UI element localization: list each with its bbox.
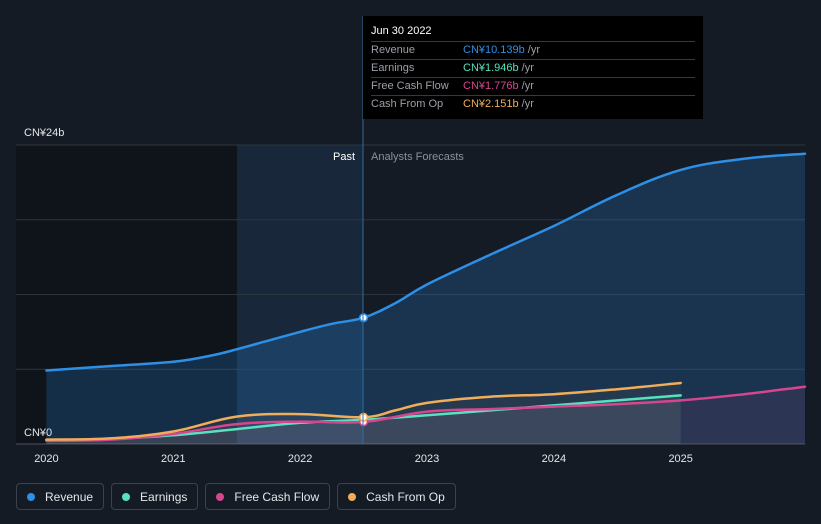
x-tick-label: 2022 bbox=[288, 453, 312, 465]
tooltip-value: CN¥10.139b bbox=[463, 44, 525, 56]
legend-label: Free Cash Flow bbox=[234, 489, 320, 504]
forecast-label: Analysts Forecasts bbox=[371, 151, 464, 163]
y-axis-bottom-label: CN¥0 bbox=[24, 427, 52, 439]
x-tick-label: 2021 bbox=[161, 453, 185, 465]
marker-cash-from-op bbox=[358, 412, 369, 422]
legend-label: Revenue bbox=[45, 489, 94, 504]
tooltip-row-free-cash-flow: Free Cash Flow CN¥1.776b /yr bbox=[371, 77, 695, 95]
tooltip-label: Cash From Op bbox=[371, 98, 444, 110]
series-area-revenue bbox=[46, 153, 805, 444]
tooltip-unit: /yr bbox=[521, 80, 534, 92]
marker-revenue bbox=[358, 313, 369, 323]
tooltip-unit: /yr bbox=[521, 98, 534, 110]
legend-dot-icon bbox=[216, 492, 225, 501]
hover-tooltip: Jun 30 2022 Revenue CN¥10.139b /yr Earni… bbox=[363, 16, 703, 119]
tooltip-unit: /yr bbox=[527, 44, 541, 56]
legend-item-cash-from-op[interactable]: Cash From Op bbox=[337, 483, 456, 510]
tooltip-label: Free Cash Flow bbox=[371, 80, 449, 92]
legend-label: Cash From Op bbox=[366, 489, 445, 504]
legend-dot-icon bbox=[348, 492, 357, 501]
tooltip-row-earnings: Earnings CN¥1.946b /yr bbox=[371, 59, 695, 77]
x-tick-label: 2024 bbox=[542, 453, 566, 465]
legend-dot-icon bbox=[122, 492, 131, 501]
legend-item-free-cash-flow[interactable]: Free Cash Flow bbox=[205, 483, 331, 510]
series-area-earnings bbox=[46, 395, 681, 444]
tooltip-label: Revenue bbox=[371, 44, 416, 56]
legend-label: Earnings bbox=[140, 489, 188, 504]
tooltip-unit: /yr bbox=[521, 62, 534, 74]
tooltip-value: CN¥1.776b bbox=[463, 80, 519, 92]
series-line-free-cash-flow bbox=[45, 385, 807, 443]
x-tick-label: 2025 bbox=[668, 453, 692, 465]
legend-item-earnings[interactable]: Earnings bbox=[111, 483, 199, 510]
tooltip-label: Earnings bbox=[371, 62, 415, 74]
x-tick-label: 2023 bbox=[415, 453, 439, 465]
legend-item-revenue[interactable]: Revenue bbox=[16, 483, 105, 510]
past-label: Past bbox=[333, 151, 355, 163]
financials-chart: Past Analysts Forecasts CN¥24b CN¥0 2020… bbox=[16, 16, 807, 465]
tooltip-value: CN¥1.946b bbox=[463, 62, 519, 74]
tooltip-date: Jun 30 2022 bbox=[371, 25, 432, 37]
y-axis-top-label: CN¥24b bbox=[24, 127, 64, 139]
chart-legend: Revenue Earnings Free Cash Flow Cash Fro… bbox=[16, 483, 456, 510]
series-line-revenue bbox=[45, 152, 807, 372]
tooltip-row-cash-from-op: Cash From Op CN¥2.151b /yr bbox=[371, 95, 695, 113]
x-tick-label: 2020 bbox=[34, 453, 58, 465]
tooltip-row-revenue: Revenue CN¥10.139b /yr bbox=[371, 41, 695, 59]
tooltip-value: CN¥2.151b bbox=[463, 98, 519, 110]
legend-dot-icon bbox=[27, 492, 35, 501]
series-line-cash-from-op bbox=[45, 381, 682, 441]
